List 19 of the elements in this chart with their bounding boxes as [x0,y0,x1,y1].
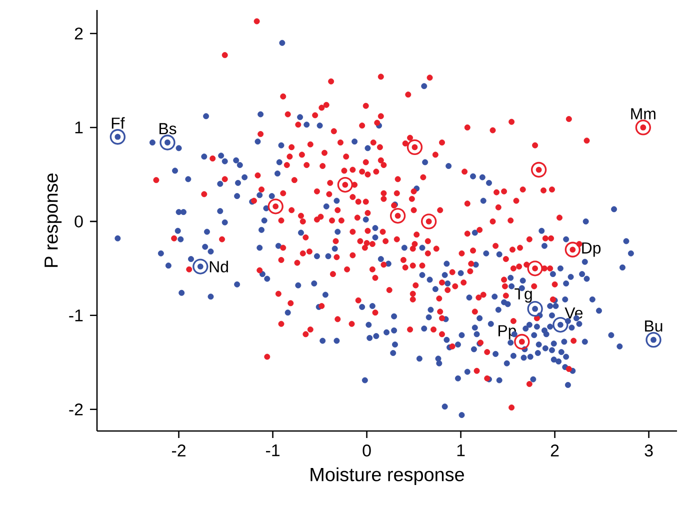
x-tick-label: 2 [550,444,559,456]
annotation: Nd [210,260,228,272]
x-tick-label: 3 [644,444,653,457]
x-axis-title: Moisture response [310,467,464,485]
x-tick-label: 0 [362,444,371,457]
y-tick-label: -2 [69,403,83,416]
annotation: Dp [582,242,601,257]
y-tick-label: 0 [74,215,83,228]
y-tick-label: -1 [69,310,83,322]
annotation: Ff [112,117,125,129]
x-tick-label: -1 [266,444,280,456]
x-tick-label: 1 [457,444,465,456]
y-tick-label: 1 [75,122,83,134]
y-tick-label: 2 [74,28,83,40]
y-axis-title: P response [44,173,62,267]
x-tick-label: -2 [172,444,186,456]
annotation: Bu [645,320,662,332]
annotation: Mm [631,108,656,120]
annotation: Bs [160,123,176,134]
